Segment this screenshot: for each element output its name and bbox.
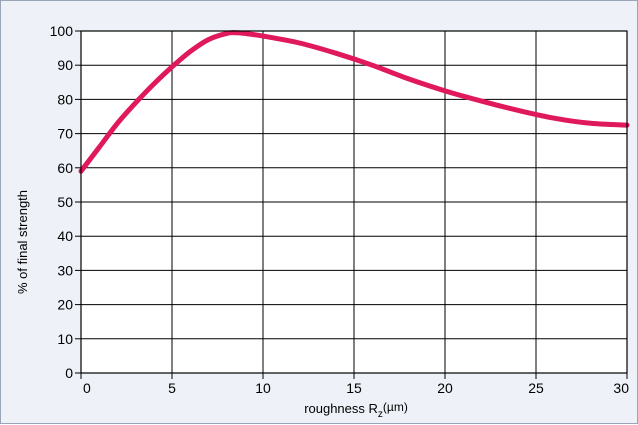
series-line (78, 30, 630, 174)
y-tick-label: 70 (57, 126, 73, 142)
x-tick-label: 10 (255, 380, 271, 396)
x-tick-label: 15 (346, 380, 362, 396)
y-tick-label: 60 (57, 160, 73, 176)
y-tick-label: 0 (65, 365, 73, 381)
y-tick-label: 50 (57, 194, 73, 210)
y-axis-title: % of final strength (15, 190, 30, 294)
y-tick-label: 40 (57, 228, 73, 244)
x-tick-label: 20 (437, 380, 453, 396)
x-tick-label: 0 (83, 380, 91, 396)
x-axis-title-main: roughness R (304, 401, 378, 416)
x-tick-label: 30 (613, 380, 629, 396)
y-tick-label: 80 (57, 91, 73, 107)
y-tick-label: 100 (50, 23, 74, 39)
x-axis-ticks: 0 5 10 15 20 25 30 (80, 373, 629, 396)
x-axis-title-subscript: z (378, 409, 383, 420)
y-tick-label: 10 (57, 331, 73, 347)
y-axis-ticks: 0 10 20 30 40 50 60 70 80 90 100 (50, 23, 81, 381)
x-axis-title-unit: (µm) (383, 400, 408, 414)
x-tick-label: 25 (528, 380, 544, 396)
y-tick-label: 30 (57, 262, 73, 278)
y-tick-label: 90 (57, 57, 73, 73)
plot-border (80, 30, 628, 374)
x-tick-label: 5 (168, 380, 176, 396)
y-tick-label: 20 (57, 297, 73, 313)
x-axis-title: roughness Rz(µm) (304, 400, 408, 420)
